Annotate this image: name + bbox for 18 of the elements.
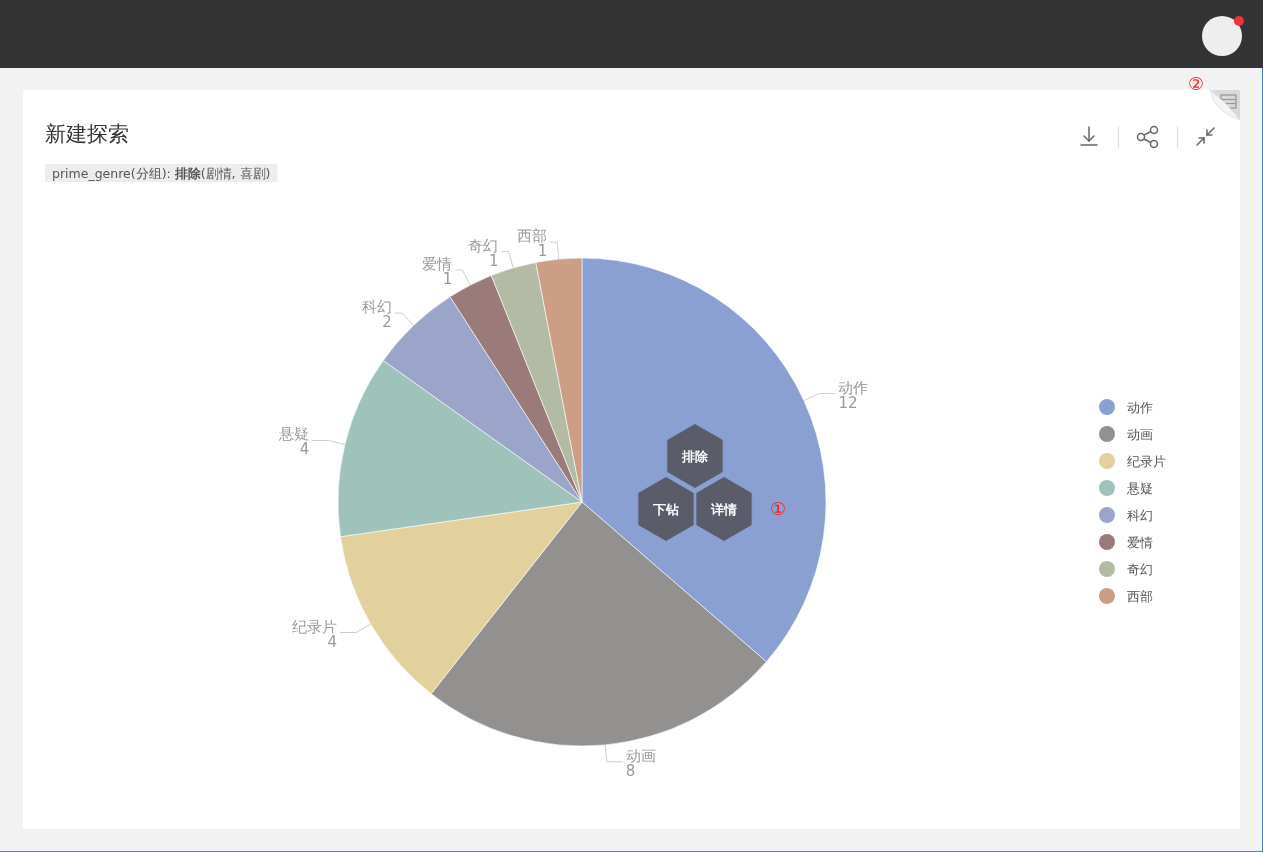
- menu-button: 下钻: [637, 476, 695, 542]
- text: ①: [769, 498, 787, 519]
- legend-label: 纪录片: [1127, 453, 1166, 469]
- legend-label: 奇幻: [1127, 561, 1153, 577]
- menu-button: 排除: [666, 423, 724, 489]
- slice-label: 奇幻: [468, 236, 499, 255]
- text: ②: [1187, 73, 1205, 94]
- text: prime_genre(分组): 排除(剧情, 喜剧): [52, 166, 271, 181]
- legend-label: 爱情: [1127, 534, 1153, 550]
- legend-label: 悬疑: [1126, 480, 1153, 496]
- text: 新建探索: [45, 122, 129, 146]
- legend-label: 科幻: [1127, 507, 1153, 523]
- menu-button: 详情: [695, 476, 753, 542]
- legend-label: 动作: [1127, 399, 1153, 415]
- slice-label: 动作: [838, 378, 869, 397]
- legend-label: 动画: [1127, 426, 1153, 442]
- legend-label: 西部: [1127, 588, 1153, 604]
- slice-label: 动画: [625, 746, 656, 765]
